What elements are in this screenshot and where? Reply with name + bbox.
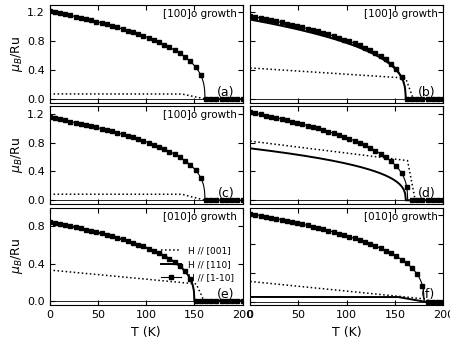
Y-axis label: $\mu_B$/Ru: $\mu_B$/Ru bbox=[9, 36, 26, 72]
Text: (a): (a) bbox=[217, 86, 235, 99]
Text: [010]o growth: [010]o growth bbox=[364, 212, 437, 222]
Text: [100]o growth: [100]o growth bbox=[364, 9, 437, 19]
Text: (f): (f) bbox=[421, 288, 436, 301]
X-axis label: T (K): T (K) bbox=[131, 326, 161, 339]
Text: (d): (d) bbox=[418, 187, 436, 200]
Legend: H // [001], H // [110], H // [1-10]: H // [001], H // [110], H // [1-10] bbox=[158, 243, 238, 286]
Y-axis label: $\mu_B$/Ru: $\mu_B$/Ru bbox=[9, 239, 26, 274]
Text: [100]o growth: [100]o growth bbox=[163, 110, 237, 120]
Text: (c): (c) bbox=[218, 187, 235, 200]
Y-axis label: $\mu_B$/Ru: $\mu_B$/Ru bbox=[9, 137, 26, 173]
X-axis label: T (K): T (K) bbox=[332, 326, 361, 339]
Text: [010]o growth: [010]o growth bbox=[163, 212, 237, 222]
Text: [100]o growth: [100]o growth bbox=[163, 9, 237, 19]
Text: (b): (b) bbox=[418, 86, 436, 99]
Text: (e): (e) bbox=[217, 288, 235, 301]
